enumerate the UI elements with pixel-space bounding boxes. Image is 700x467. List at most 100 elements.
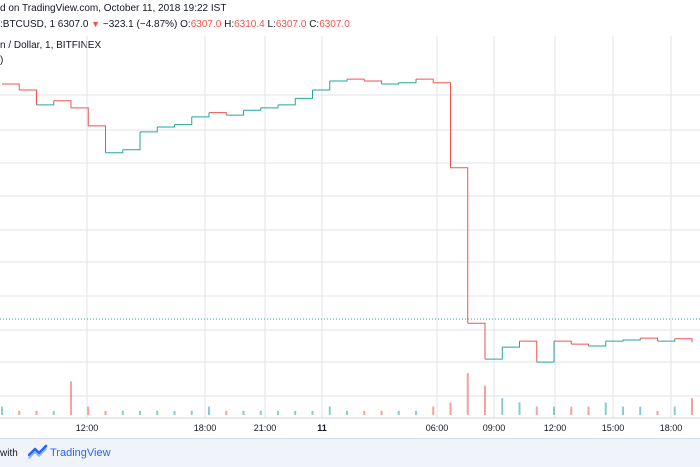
x-tick-label: 18:00 — [660, 423, 683, 433]
volume-bar — [294, 410, 297, 415]
volume-bar — [639, 406, 642, 415]
volume-bar — [208, 406, 210, 415]
price-segment — [416, 78, 434, 83]
last-price: 6307.0 — [57, 19, 89, 30]
price-segment — [191, 112, 210, 118]
volume-bar — [673, 406, 676, 415]
price-segment — [2, 83, 20, 90]
volume-bar — [70, 381, 72, 415]
price-segment — [209, 112, 227, 116]
x-tick-label: 18:00 — [194, 423, 217, 433]
volume-bar — [518, 402, 521, 415]
price-segment — [605, 339, 624, 342]
price-segment — [105, 149, 124, 154]
footer-with-text: with — [0, 448, 18, 459]
volume-bar — [656, 410, 659, 415]
price-segment — [381, 82, 400, 85]
price-chart[interactable]: 12:00 18:00 21:00 11 06:00 09:00 12:00 15:00 18:… — [0, 0, 700, 438]
price-change: −323.1 (−4.87%) — [102, 19, 178, 30]
volume-bar — [277, 410, 279, 415]
volume-bar — [242, 410, 245, 415]
price-segment — [36, 100, 55, 106]
volume-bar — [139, 410, 141, 415]
low-label: L: — [267, 19, 276, 30]
open-value: 6307.0 — [190, 19, 222, 30]
price-segment — [519, 340, 538, 363]
volume-bar — [35, 410, 38, 415]
volume-bar — [225, 410, 228, 415]
price-segment — [19, 89, 37, 105]
price-segment — [536, 341, 555, 363]
volume-bar — [397, 410, 400, 415]
price-segment — [623, 338, 641, 341]
price-segment — [450, 167, 469, 324]
price-segment — [312, 80, 331, 91]
volume-bar — [604, 402, 607, 415]
price-segment — [243, 107, 262, 111]
price-segment — [347, 78, 365, 81]
volume-bar — [449, 402, 452, 415]
close-label: C: — [309, 19, 320, 30]
x-tick-label: 21:00 — [254, 423, 277, 433]
tradingview-logo-icon — [28, 444, 48, 459]
volume-bar — [121, 410, 124, 415]
volume-bar — [52, 410, 55, 415]
x-tick-label: 09:00 — [483, 423, 506, 433]
close-value: 6307.0 — [319, 19, 350, 30]
volume-bar — [570, 406, 573, 415]
down-arrow-icon: ▼ — [91, 19, 101, 29]
volume-bar — [466, 373, 469, 415]
high-value: 6310.4 — [234, 19, 265, 30]
price-segment — [329, 79, 348, 82]
volume-bar — [173, 410, 176, 415]
x-tick-label: 12:00 — [544, 423, 567, 433]
volume-bar — [415, 410, 417, 415]
x-tick-label: 12:00 — [76, 423, 99, 433]
open-label: O: — [180, 19, 191, 30]
high-label: H: — [224, 19, 235, 30]
volume-bar — [535, 406, 538, 415]
price-segment — [657, 338, 676, 342]
volume-bar — [691, 398, 693, 415]
price-segment — [364, 80, 382, 84]
price-segment — [433, 82, 451, 168]
volume-bar — [346, 410, 348, 415]
price-segment — [502, 341, 520, 348]
price-segment — [88, 125, 106, 153]
volume-bar — [363, 410, 366, 415]
symbol-label: :BTCUSD, 1 — [0, 19, 56, 30]
volume-bar — [380, 410, 383, 415]
price-segment — [554, 340, 572, 345]
volume-bar — [311, 410, 314, 415]
price-segment — [571, 343, 589, 346]
volume-bar — [104, 410, 107, 415]
price-segment — [295, 89, 313, 99]
price-segment — [226, 110, 244, 116]
price-segment — [71, 107, 89, 126]
footer-bar: with TradingView — [0, 438, 700, 467]
price-segment — [140, 127, 158, 133]
footer-brand[interactable]: TradingView — [50, 447, 111, 459]
chart-header: d on TradingView.com, October 11, 2018 1… — [0, 0, 700, 34]
volume-bar — [156, 410, 159, 415]
x-tick-label: 06:00 — [426, 423, 449, 433]
price-segment — [157, 124, 175, 128]
published-note: d on TradingView.com, October 11, 2018 1… — [0, 3, 227, 14]
low-value: 6307.0 — [275, 19, 307, 30]
volume-bar — [553, 406, 555, 415]
price-segment — [640, 337, 658, 342]
volume-bar — [622, 406, 624, 415]
volume-bar — [87, 406, 90, 415]
volume-bar — [18, 410, 21, 415]
ohlc-legend: :BTCUSD, 1 6307.0 ▼ −323.1 (−4.87%) O:63… — [0, 19, 350, 30]
price-segment — [278, 98, 296, 106]
volume-bar — [432, 406, 435, 415]
series-paren: ) — [0, 55, 4, 66]
price-segment — [485, 347, 503, 360]
volume-bar — [259, 410, 262, 415]
volume-bar — [587, 406, 590, 415]
volume-bar — [190, 410, 193, 415]
x-tick-label: 15:00 — [602, 423, 625, 433]
volume-bar — [484, 385, 486, 415]
price-segment — [122, 131, 141, 151]
